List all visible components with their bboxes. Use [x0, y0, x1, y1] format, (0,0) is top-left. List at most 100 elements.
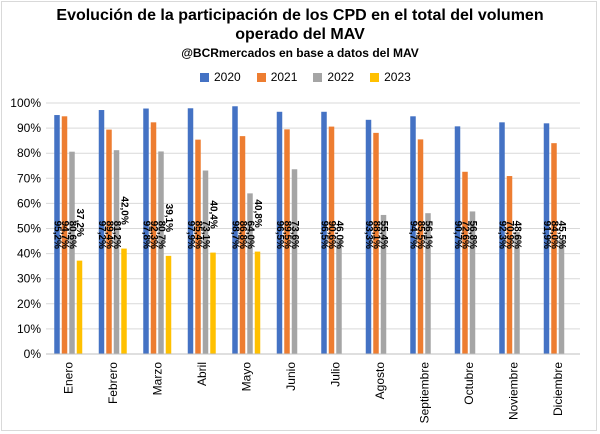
data-label: 64,0% [244, 221, 255, 249]
bar-2020 [54, 115, 60, 354]
bar-2021 [239, 136, 246, 354]
data-label: 90,6% [326, 221, 337, 249]
legend-label-2021: 2021 [270, 70, 298, 84]
bar-2022 [291, 169, 298, 354]
data-label: 80,6% [66, 221, 77, 249]
data-label: 70,9% [504, 221, 515, 249]
y-tick-label: 50% [17, 222, 41, 236]
data-label: 90,7% [452, 221, 463, 249]
data-label: 85,4% [192, 221, 203, 249]
legend-swatch-2023 [370, 72, 380, 82]
bar-2020 [543, 123, 550, 355]
data-label: 55,4% [378, 221, 389, 249]
bar-2021 [150, 122, 157, 355]
data-label: 85,5% [415, 221, 426, 249]
data-label: 91,9% [541, 221, 552, 249]
legend-item-2023: 2023 [370, 70, 411, 84]
bar-2021 [551, 143, 557, 354]
bar-2022 [247, 193, 253, 354]
data-label: 48,6% [511, 221, 522, 249]
data-label: 72,6% [459, 221, 470, 249]
bar-2022 [202, 170, 209, 354]
bar-2022 [380, 214, 387, 354]
data-label: 86,8% [237, 221, 248, 249]
data-label: 40,4% [207, 200, 218, 228]
data-label: 89,5% [281, 221, 292, 249]
bar-2021 [373, 132, 379, 354]
data-label: 56,1% [422, 221, 433, 249]
data-label: 97,9% [185, 221, 196, 249]
bar-2020 [98, 110, 105, 354]
data-label: 88,1% [370, 221, 381, 249]
bar-2020 [499, 122, 505, 355]
data-label: 97,2% [96, 221, 107, 249]
bar-2022 [558, 239, 565, 354]
data-label: 97,8% [140, 221, 151, 249]
y-tick-label: 90% [17, 121, 41, 135]
legend-swatch-2021 [256, 72, 266, 82]
bar-2021 [506, 176, 513, 354]
y-tick-label: 10% [17, 322, 41, 336]
bar-2021 [328, 126, 335, 355]
legend-label-2022: 2022 [327, 70, 355, 84]
bar-2020 [454, 126, 461, 354]
y-tick-label: 60% [17, 196, 41, 210]
bar-2020 [365, 119, 372, 354]
data-label: 45,5% [556, 221, 567, 249]
bar-2020 [276, 111, 283, 354]
bar-2022 [113, 150, 120, 354]
x-category-label: Julio [328, 362, 342, 387]
data-label: 95,2% [51, 221, 62, 249]
data-label: 98,7% [229, 221, 240, 249]
data-label: 93,3% [363, 221, 374, 249]
bar-2020 [410, 116, 416, 354]
data-label: 81,2% [111, 221, 122, 249]
x-category-label: Noviembre [506, 362, 520, 420]
data-label: 84,0% [548, 221, 559, 249]
data-label: 73,1% [200, 221, 211, 249]
x-category-label: Octubre [462, 362, 476, 405]
bar-2020 [143, 108, 149, 354]
y-tick-label: 30% [17, 272, 41, 286]
y-tick-label: 70% [17, 171, 41, 185]
y-tick-label: 0% [24, 347, 42, 361]
bar-2022 [514, 232, 520, 354]
y-tick-label: 20% [17, 297, 41, 311]
bar-2021 [61, 116, 68, 354]
data-label: 96,5% [318, 221, 329, 249]
legend-label-2020: 2020 [214, 70, 241, 84]
bar-2021 [284, 129, 290, 354]
data-label: 37,2% [74, 208, 85, 236]
data-label: 92,3% [496, 221, 507, 249]
legend-swatch-2022 [313, 72, 323, 82]
bar-2020 [232, 106, 238, 354]
data-label: 80,7% [155, 221, 166, 249]
bar-2022 [469, 211, 476, 354]
x-category-label: Mayo [239, 362, 253, 392]
data-label: 92,3% [148, 221, 159, 249]
x-category-label: Septiembre [417, 362, 431, 424]
x-category-label: Abril [195, 362, 209, 386]
chart-subtitle: @BCRmercados en base a datos del MAV [181, 46, 419, 60]
y-tick-label: 80% [17, 146, 41, 160]
legend-label-2023: 2023 [384, 70, 411, 84]
legend-swatch-2020 [200, 72, 209, 82]
data-label: 94,7% [59, 221, 70, 249]
x-category-label: Enero [61, 362, 75, 394]
chart-legend: 2020 2021 2022 2023 [200, 70, 460, 84]
bar-2023 [121, 248, 127, 354]
x-category-label: Marzo [150, 362, 164, 396]
y-tick-label: 40% [17, 247, 41, 261]
bar-2023 [210, 252, 216, 354]
data-label: 94,7% [407, 221, 418, 249]
data-label: 96,5% [274, 221, 285, 249]
bar-2022 [158, 151, 164, 354]
bar-2023 [254, 251, 261, 354]
bar-2022 [425, 213, 431, 354]
data-label: 40,8% [252, 199, 263, 227]
data-label: 42,0% [118, 196, 129, 224]
data-label: 73,6% [289, 221, 300, 249]
bar-2021 [417, 139, 424, 354]
bar-2020 [187, 108, 194, 354]
